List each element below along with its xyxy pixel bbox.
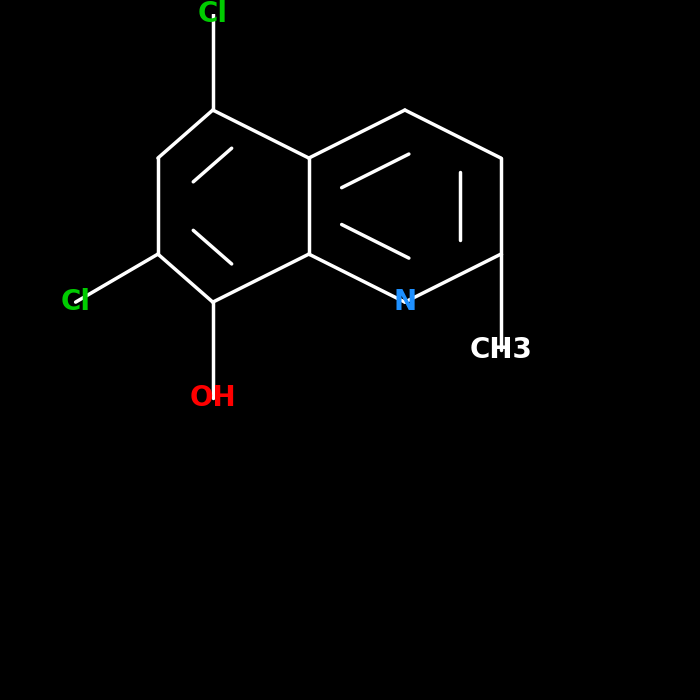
- Text: Cl: Cl: [61, 288, 90, 316]
- Text: N: N: [393, 288, 416, 316]
- Text: OH: OH: [190, 384, 236, 412]
- Text: CH3: CH3: [470, 336, 533, 364]
- Text: Cl: Cl: [198, 0, 228, 28]
